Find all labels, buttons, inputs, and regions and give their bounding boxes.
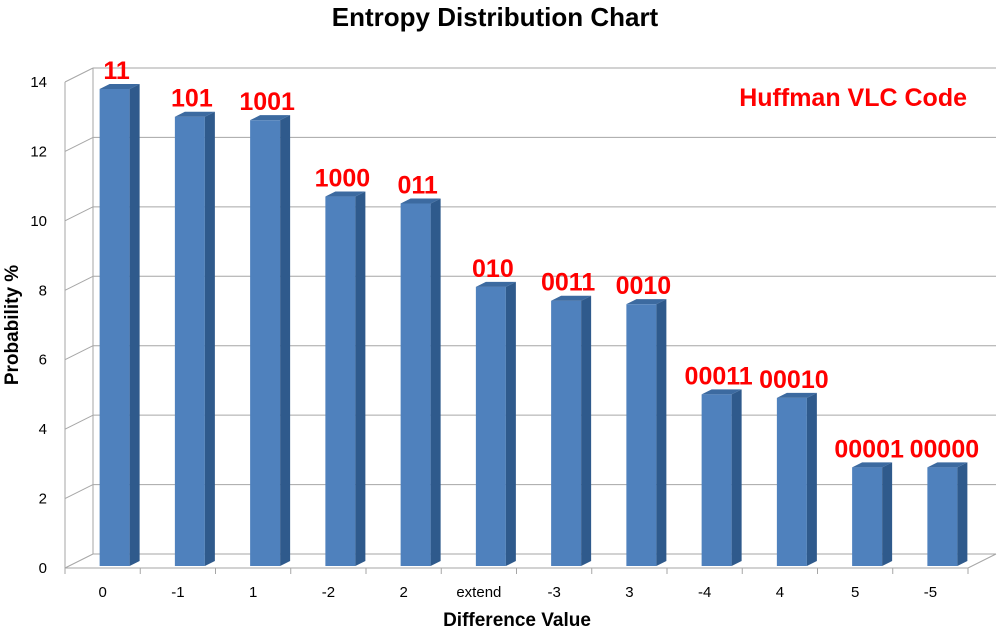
data-label: 00001 <box>834 435 904 463</box>
data-label: 00011 <box>685 362 753 390</box>
grid-line-depth <box>64 553 94 569</box>
bar-side-face <box>129 83 140 566</box>
x-tick-label: -5 <box>924 584 937 601</box>
bar-top-face <box>927 462 968 468</box>
data-label: 010 <box>472 255 514 283</box>
bar-top-face <box>325 191 366 197</box>
grid-line-depth <box>64 414 94 430</box>
x-tick-label: 3 <box>625 584 633 601</box>
bar-side-face <box>806 392 817 566</box>
bar-front-face <box>250 120 281 566</box>
grid-line-depth <box>64 484 94 500</box>
bar <box>325 191 366 567</box>
data-label: 11 <box>103 57 130 85</box>
bars-layer <box>99 83 968 567</box>
bar-side-face <box>430 198 441 566</box>
data-label: 011 <box>397 172 437 200</box>
data-label: 101 <box>171 85 213 113</box>
bar-side-face <box>656 299 667 566</box>
x-tick-label: 2 <box>399 584 407 601</box>
x-tick-label: 1 <box>249 584 257 601</box>
y-tick-label: 4 <box>39 421 47 438</box>
bar-front-face <box>852 467 883 566</box>
data-label: 0011 <box>541 269 595 297</box>
x-tick-label: -3 <box>547 584 560 601</box>
bar-side-face <box>204 111 215 566</box>
bar-front-face <box>776 397 807 566</box>
bar-top-face <box>701 389 742 395</box>
x-tick-label: 4 <box>776 584 784 601</box>
grid-line-depth <box>64 275 94 291</box>
data-label: 1000 <box>315 165 371 193</box>
grid-line-depth <box>64 136 94 152</box>
bar-side-face <box>355 191 366 567</box>
y-axis-label: Probability % <box>2 265 23 385</box>
bar-side-face <box>882 462 893 566</box>
y-tick-label: 8 <box>39 282 47 299</box>
data-label: 1001 <box>239 88 295 116</box>
y-tick-label: 12 <box>30 143 47 160</box>
grid-line-depth <box>64 67 94 83</box>
x-tick-label: -2 <box>322 584 335 601</box>
bar-front-face <box>475 286 506 566</box>
chart-title: Entropy Distribution Chart <box>332 2 659 32</box>
bar-front-face <box>174 116 205 566</box>
chart-annotation: Huffman VLC Code <box>739 84 967 112</box>
y-tick-label: 14 <box>30 74 47 91</box>
bar <box>551 295 592 566</box>
bar-top-face <box>776 392 817 398</box>
y-tick-labels: 0 2 4 6 8 10 12 14 <box>30 74 47 577</box>
x-tick-label: extend <box>456 584 501 601</box>
y-tick-label: 6 <box>39 352 47 369</box>
bar-top-face <box>475 281 516 287</box>
bar-top-face <box>250 115 291 121</box>
bar <box>174 111 215 566</box>
x-axis-label: Difference Value <box>443 610 591 631</box>
bar-side-face <box>957 462 968 566</box>
y-tick-label: 10 <box>30 213 47 230</box>
bar-top-face <box>551 295 592 301</box>
grid-layer <box>64 67 997 574</box>
grid-line-depth <box>64 345 94 361</box>
bar <box>400 198 441 566</box>
bar-top-face <box>174 111 215 117</box>
bar-top-face <box>626 299 667 305</box>
y-tick-label: 0 <box>39 560 47 577</box>
bar <box>99 83 140 566</box>
bar-front-face <box>325 196 356 567</box>
bar-front-face <box>400 203 431 566</box>
bar-side-face <box>731 389 742 566</box>
bar-front-face <box>99 88 130 566</box>
bar-side-face <box>505 281 516 566</box>
bar <box>852 462 893 566</box>
bar-side-face <box>280 115 291 566</box>
bar-front-face <box>626 304 657 566</box>
x-tick-labels: 0 -1 1 -2 2 extend -3 3 -4 4 5 -5 <box>98 584 937 601</box>
bar-top-face <box>852 462 893 468</box>
bar <box>927 462 968 566</box>
bar-side-face <box>581 295 592 566</box>
bar <box>626 299 667 566</box>
bar <box>475 281 516 566</box>
bar-front-face <box>551 300 582 566</box>
x-tick-label: 0 <box>98 584 106 601</box>
data-label: 00000 <box>910 435 980 463</box>
bar <box>701 389 742 566</box>
bar-top-face <box>99 83 140 89</box>
y-tick-label: 2 <box>39 491 47 508</box>
bar-top-face <box>400 198 441 204</box>
bar <box>776 392 817 566</box>
data-label: 0010 <box>616 272 672 300</box>
x-tick-label: -1 <box>171 584 184 601</box>
grid-line-depth <box>64 206 94 222</box>
bar-front-face <box>927 467 958 566</box>
x-tick-label: -4 <box>698 584 711 601</box>
data-label: 00010 <box>759 366 829 394</box>
bar <box>250 115 291 566</box>
data-labels-layer: 11 101 1001 1000 011 010 0011 0010 00011 00010 000… <box>103 57 979 463</box>
bar-front-face <box>701 394 732 566</box>
floor-right-edge <box>967 553 997 569</box>
x-tick-label: 5 <box>851 584 859 601</box>
